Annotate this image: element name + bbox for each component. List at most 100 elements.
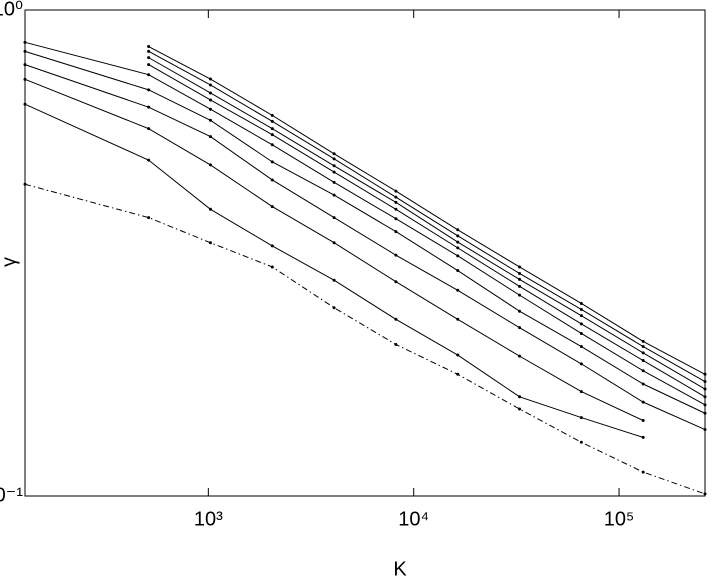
point xyxy=(703,428,707,432)
point xyxy=(332,170,336,174)
point xyxy=(641,369,645,373)
point xyxy=(703,387,707,391)
point xyxy=(23,63,27,67)
point xyxy=(394,317,398,321)
point xyxy=(332,216,336,220)
point xyxy=(394,195,398,199)
point xyxy=(579,307,583,311)
point xyxy=(394,189,398,193)
point xyxy=(518,265,522,269)
point xyxy=(579,440,583,444)
point xyxy=(332,152,336,156)
point xyxy=(703,411,707,415)
point xyxy=(394,207,398,211)
point xyxy=(147,73,151,77)
series-line xyxy=(148,50,706,382)
point xyxy=(518,407,522,411)
point xyxy=(394,280,398,284)
point xyxy=(394,200,398,204)
point xyxy=(703,380,707,384)
point xyxy=(270,265,274,269)
point xyxy=(456,353,460,357)
point xyxy=(518,293,522,297)
point xyxy=(394,253,398,257)
point xyxy=(518,395,522,399)
point xyxy=(579,322,583,326)
series-line xyxy=(24,103,644,438)
point xyxy=(641,382,645,386)
point xyxy=(332,278,336,282)
point xyxy=(518,309,522,313)
point xyxy=(456,254,460,258)
point xyxy=(703,403,707,407)
point xyxy=(456,269,460,273)
point xyxy=(208,118,212,122)
point xyxy=(579,390,583,394)
point xyxy=(641,351,645,355)
point xyxy=(208,135,212,139)
point xyxy=(456,246,460,250)
point xyxy=(518,284,522,288)
point xyxy=(579,314,583,318)
point xyxy=(579,416,583,420)
point xyxy=(270,143,274,147)
point xyxy=(23,40,27,44)
point xyxy=(579,362,583,366)
point xyxy=(208,91,212,95)
point xyxy=(394,217,398,221)
point xyxy=(147,56,151,60)
point xyxy=(518,326,522,330)
point xyxy=(332,241,336,245)
point xyxy=(208,77,212,81)
y-tick-label: 10⁰ xyxy=(0,0,23,20)
point xyxy=(456,228,460,232)
point xyxy=(394,342,398,346)
x-tick-label: 10⁵ xyxy=(604,508,635,530)
point xyxy=(208,98,212,102)
point xyxy=(641,419,645,423)
point xyxy=(456,372,460,376)
point xyxy=(208,207,212,211)
point xyxy=(456,234,460,238)
point xyxy=(641,345,645,349)
series-line xyxy=(148,46,706,375)
point xyxy=(147,105,151,109)
point xyxy=(579,345,583,349)
series-line xyxy=(148,64,706,398)
point xyxy=(147,158,151,162)
point xyxy=(270,127,274,131)
point xyxy=(641,470,645,474)
plot-frame xyxy=(24,9,706,497)
point xyxy=(147,45,151,49)
point xyxy=(208,83,212,87)
point xyxy=(147,49,151,53)
point xyxy=(208,241,212,245)
point xyxy=(518,277,522,281)
series-line xyxy=(24,64,706,431)
point xyxy=(208,107,212,111)
point xyxy=(208,163,212,167)
point xyxy=(579,331,583,335)
point xyxy=(270,133,274,137)
point xyxy=(518,271,522,275)
point xyxy=(394,230,398,234)
point xyxy=(147,88,151,92)
point xyxy=(270,113,274,117)
point xyxy=(332,306,336,310)
point xyxy=(703,372,707,376)
point xyxy=(270,178,274,182)
point xyxy=(641,435,645,439)
point xyxy=(641,400,645,404)
point xyxy=(703,395,707,399)
point xyxy=(456,288,460,292)
series-line xyxy=(24,78,644,421)
point xyxy=(579,301,583,305)
series-line xyxy=(148,57,706,390)
point xyxy=(147,216,151,220)
point xyxy=(332,157,336,161)
point xyxy=(270,244,274,248)
series-line xyxy=(24,183,706,495)
point xyxy=(23,102,27,106)
